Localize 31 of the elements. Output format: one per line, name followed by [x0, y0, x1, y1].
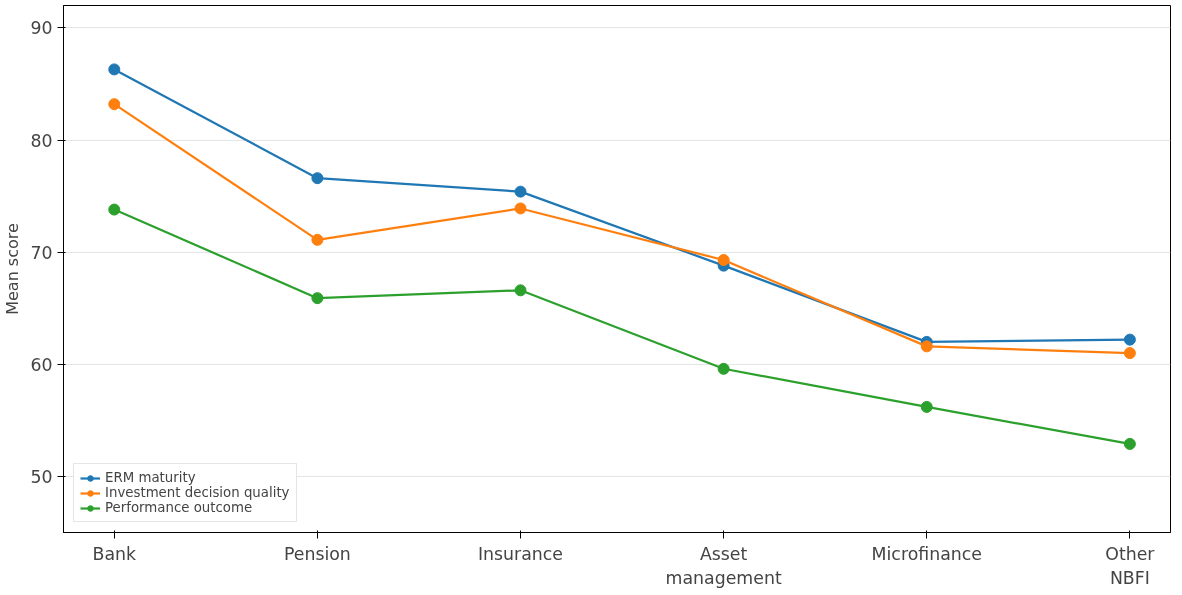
- point: [1123, 437, 1136, 450]
- legend-label: ERM maturity: [105, 470, 196, 485]
- point: [311, 292, 324, 305]
- point: [311, 172, 324, 185]
- point: [311, 233, 324, 246]
- point: [514, 202, 527, 215]
- point: [108, 98, 121, 111]
- point: [920, 400, 933, 413]
- point: [920, 340, 933, 353]
- y-tick-label: 50: [30, 466, 53, 487]
- point: [717, 254, 730, 267]
- legend-label: Performance outcome: [105, 500, 253, 515]
- point: [514, 185, 527, 198]
- point: [1123, 347, 1136, 360]
- x-tick-label: Insurance: [478, 543, 564, 564]
- legend-label: Investment decision quality: [105, 485, 290, 500]
- point: [1123, 333, 1136, 346]
- y-axis-title: Mean score: [3, 223, 23, 315]
- point: [108, 63, 121, 76]
- x-tick-label: Bank: [92, 543, 137, 564]
- x-tick-label: Pension: [283, 543, 351, 564]
- point: [108, 203, 121, 216]
- y-tick-label: 60: [30, 354, 53, 375]
- x-tick-label: Other NBFI: [1105, 543, 1156, 588]
- y-tick-label: 90: [30, 18, 53, 39]
- x-tick-label: Asset management: [665, 543, 782, 588]
- point: [514, 284, 527, 297]
- y-tick-label: 70: [30, 242, 53, 263]
- point: [717, 362, 730, 375]
- y-tick-label: 80: [30, 130, 53, 151]
- x-tick-label: Microfinance: [871, 543, 982, 564]
